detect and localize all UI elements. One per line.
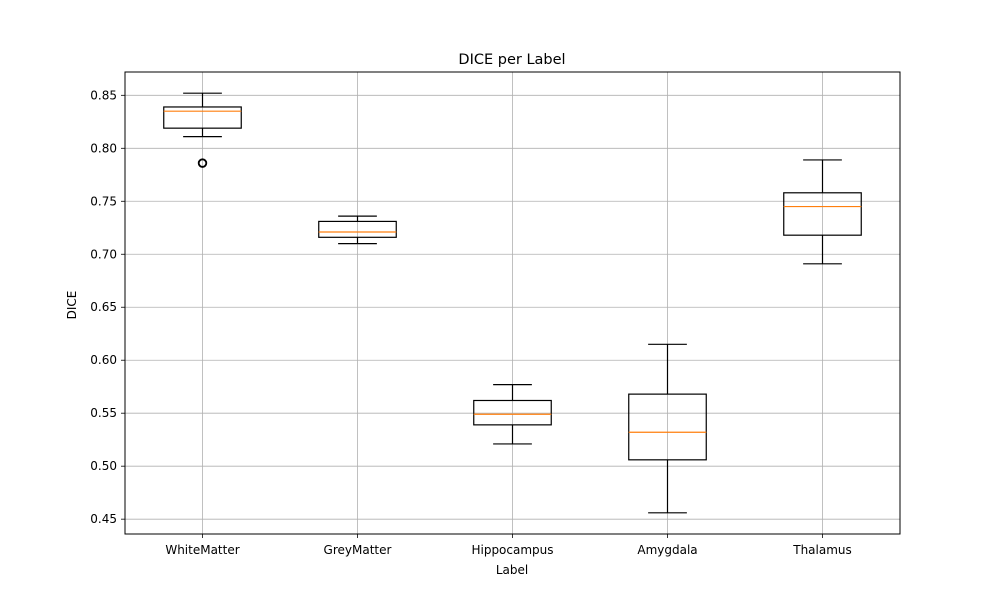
y-tick-label: 0.65 — [90, 300, 117, 314]
x-tick-label: GreyMatter — [324, 543, 392, 557]
x-tick-label: Hippocampus — [471, 543, 553, 557]
box-iqr — [628, 393, 707, 461]
box-greymatter — [318, 215, 397, 245]
box-thalamus — [783, 159, 862, 265]
box-amygdala — [628, 343, 707, 514]
y-tick-label: 0.45 — [90, 512, 117, 526]
y-tick-label: 0.80 — [90, 141, 117, 155]
box-iqr — [473, 399, 552, 426]
y-tick-label: 0.85 — [90, 88, 117, 102]
x-tick-label: Thalamus — [792, 543, 852, 557]
chart-title: DICE per Label — [458, 52, 565, 68]
y-tick-label: 0.75 — [90, 194, 117, 208]
x-axis-label: Label — [496, 563, 528, 577]
box-iqr — [783, 192, 862, 236]
outlier-point — [197, 158, 208, 168]
box-layer — [163, 92, 862, 514]
y-axis-label: DICE — [65, 291, 79, 320]
y-tick-label: 0.55 — [90, 406, 117, 420]
y-tick-label: 0.60 — [90, 353, 117, 367]
grid-layer — [125, 72, 900, 534]
box-iqr — [163, 106, 242, 129]
box-iqr — [318, 220, 397, 238]
tick-layer: 0.45 0.50 0.55 0.60 0.65 0.70 0.75 0.80 0.85 Whit… — [90, 88, 851, 557]
plot-frame — [124, 71, 901, 535]
y-tick-label: 0.70 — [90, 247, 117, 261]
x-tick-label: WhiteMatter — [165, 543, 239, 557]
y-tick-label: 0.50 — [90, 459, 117, 473]
x-tick-label: Amygdala — [637, 543, 697, 557]
box-whitematter — [163, 92, 242, 168]
box-hippocampus — [473, 383, 552, 445]
